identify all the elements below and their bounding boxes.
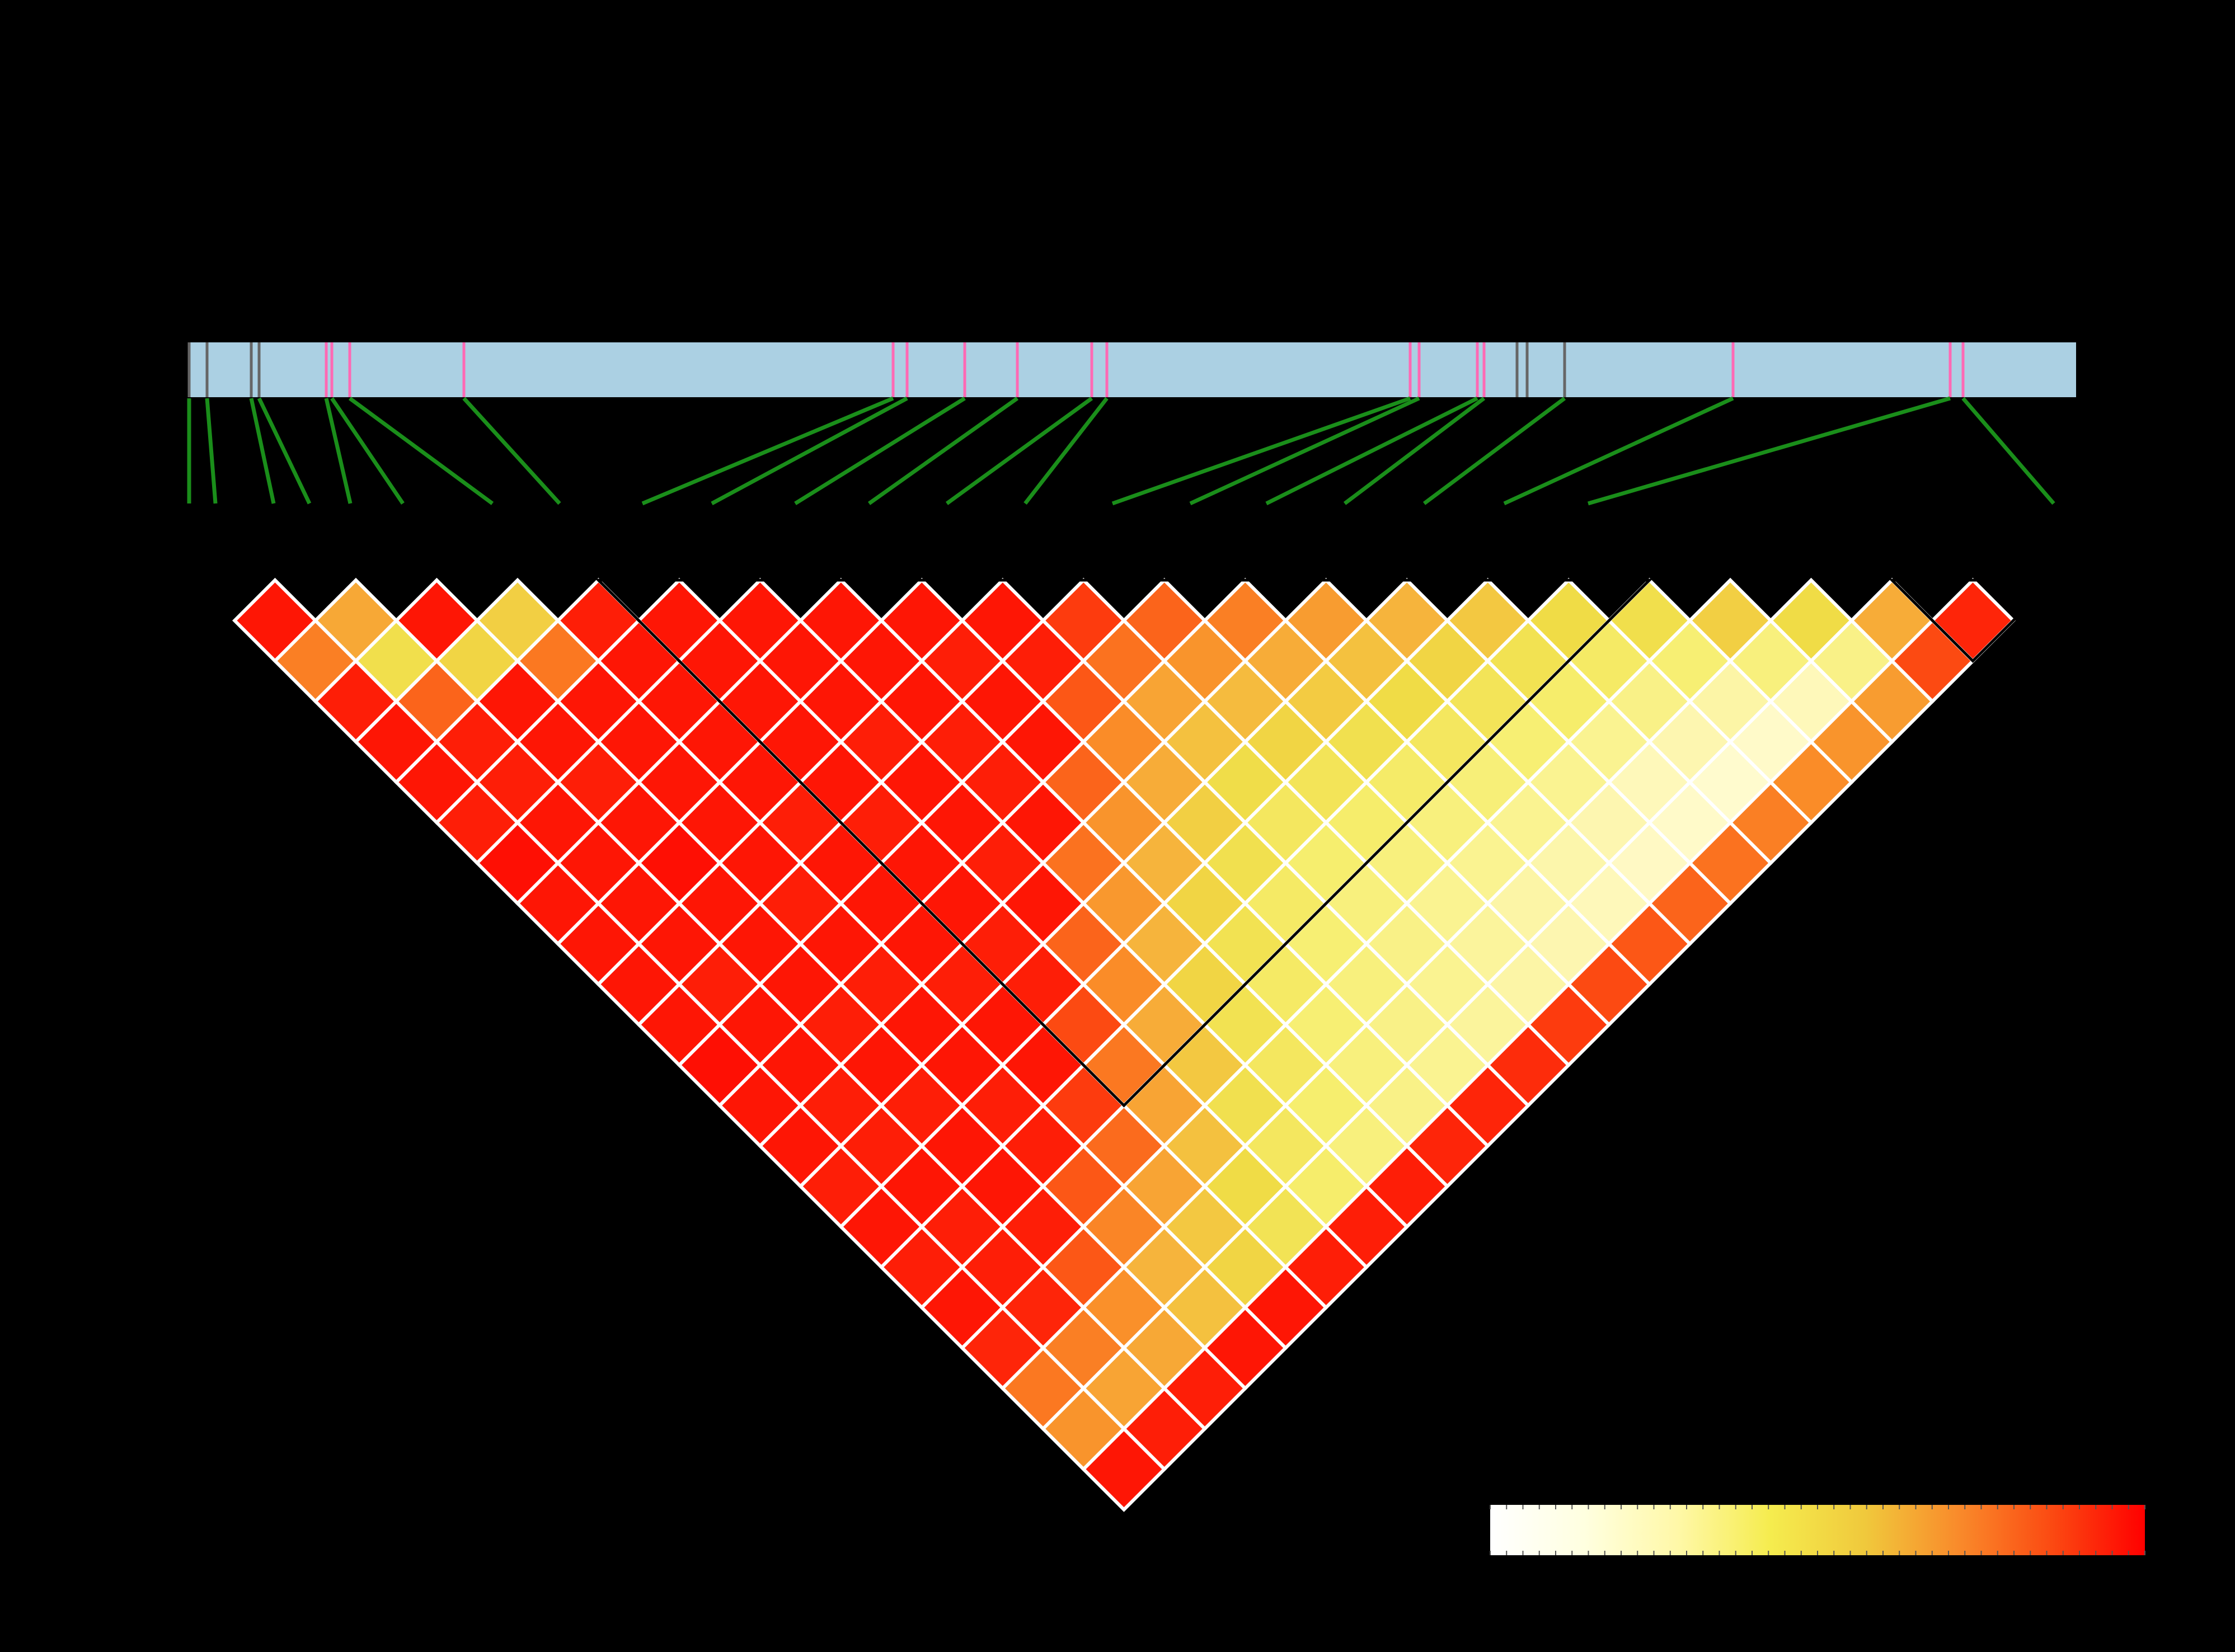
connector-line-21 [1961,397,2055,505]
connector-group [187,396,2055,506]
connector-line-14 [1111,396,1411,506]
haplotype-blocks-group [595,578,2058,1108]
connector-line-6 [348,397,494,505]
haplotype-block-outline-0 [595,578,1653,1108]
connector-line-4 [324,398,353,504]
haplotype-block-outline-1 [1889,578,2058,663]
legend-group [1490,1505,2145,1555]
connector-line-1 [205,398,218,504]
connector-line-12 [945,397,1093,505]
gene-track-group [187,342,2076,397]
connector-line-17 [1343,397,1486,505]
connector-line-11 [867,397,1019,505]
connector-line-8 [641,396,894,506]
connector-line-3 [257,397,312,505]
connector-line-19 [1503,396,1734,506]
connector-line-7 [462,397,561,505]
connector-line-2 [249,398,276,504]
connector-line-15 [1189,396,1420,506]
connector-line-20 [1588,396,1951,506]
connector-line-16 [1265,396,1478,506]
connector-line-10 [794,397,966,505]
connector-line-9 [711,396,908,506]
region-bar[interactable] [189,342,2076,397]
ld-heatmap-cells [232,577,2016,1512]
connector-line-18 [1422,397,1566,505]
connector-line-5 [330,397,405,505]
connector-line-13 [1023,397,1109,505]
legend-colorbar[interactable] [1490,1505,2145,1555]
